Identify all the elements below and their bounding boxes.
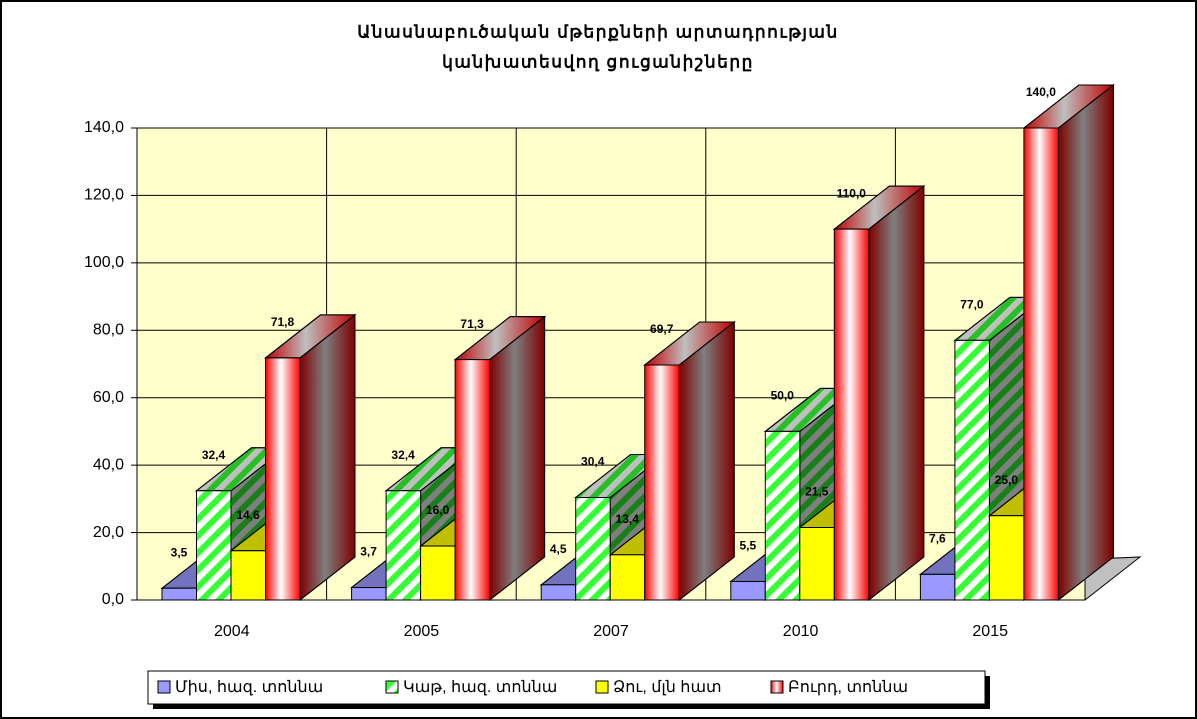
bar — [351, 587, 387, 601]
bar — [265, 357, 301, 601]
bar — [644, 364, 680, 601]
value-label: 5,5 — [739, 539, 756, 553]
value-label: 30,4 — [581, 455, 605, 469]
bar — [161, 587, 197, 601]
x-tick-label: 2004 — [214, 623, 250, 640]
x-tick-label: 2005 — [404, 623, 440, 640]
value-label: 3,5 — [171, 545, 188, 559]
bar-side-shade — [1057, 83, 1114, 602]
value-label: 3,7 — [360, 545, 377, 559]
bar — [1023, 127, 1059, 601]
bar — [833, 228, 870, 601]
legend-label: Միս, հազ. տոննա — [175, 679, 323, 696]
bar — [764, 430, 801, 601]
value-label: 7,6 — [929, 532, 946, 546]
bar-side-shade — [678, 320, 735, 602]
bar-side-shade — [489, 315, 546, 602]
legend-swatch — [157, 680, 171, 694]
bar — [575, 497, 611, 601]
x-tick-label: 2007 — [593, 623, 629, 640]
y-tick-label: 80,0 — [93, 322, 124, 339]
bar-side-shade — [299, 313, 356, 602]
chart-title: կանխատեսվող ցուցանիշները — [442, 52, 754, 72]
bar — [730, 580, 766, 601]
bar — [799, 527, 835, 601]
value-label: 77,0 — [960, 298, 984, 312]
bar — [196, 490, 232, 601]
bar — [609, 554, 646, 601]
bar — [230, 550, 266, 601]
legend-swatch — [385, 680, 399, 694]
y-tick-label: 140,0 — [84, 119, 124, 136]
y-tick-label: 0,0 — [102, 591, 124, 608]
bar — [385, 490, 422, 601]
value-label: 50,0 — [771, 389, 795, 403]
legend — [147, 670, 986, 705]
y-tick-label: 40,0 — [93, 456, 124, 473]
y-tick-label: 20,0 — [93, 524, 124, 541]
legend-label: Բուրդ, տոննա — [788, 679, 908, 696]
bar — [454, 359, 491, 601]
value-label: 13,4 — [616, 512, 640, 526]
value-label: 71,8 — [271, 315, 295, 329]
legend-swatch — [770, 680, 784, 694]
value-label: 21,5 — [805, 485, 829, 499]
x-tick-label: 2015 — [972, 623, 1008, 640]
chart-title: Անասնաբուծական մթերքների արտադրության — [357, 22, 839, 41]
bar — [540, 584, 577, 601]
bar — [988, 515, 1025, 601]
x-tick-label: 2010 — [783, 623, 819, 640]
bar — [954, 339, 990, 601]
value-label: 14,6 — [236, 508, 260, 522]
y-tick-label: 100,0 — [84, 254, 124, 271]
y-tick-label: 120,0 — [84, 187, 124, 204]
value-label: 69,7 — [650, 322, 674, 336]
value-label: 110,0 — [837, 186, 867, 200]
value-label: 32,4 — [391, 448, 415, 462]
value-label: 25,0 — [995, 473, 1019, 487]
bar — [420, 545, 456, 601]
value-label: 4,5 — [550, 542, 567, 556]
value-label: 140,0 — [1026, 85, 1056, 99]
legend-label: Ձու, մլն հատ — [613, 679, 722, 696]
y-tick-label: 60,0 — [93, 389, 124, 406]
value-label: 16,0 — [426, 503, 450, 517]
value-label: 71,3 — [460, 317, 484, 331]
legend-swatch — [595, 680, 609, 694]
bar-side-shade — [868, 185, 925, 602]
legend-label: Կաթ, հազ. տոննա — [403, 679, 557, 696]
bar — [919, 573, 956, 601]
value-label: 32,4 — [202, 448, 226, 462]
